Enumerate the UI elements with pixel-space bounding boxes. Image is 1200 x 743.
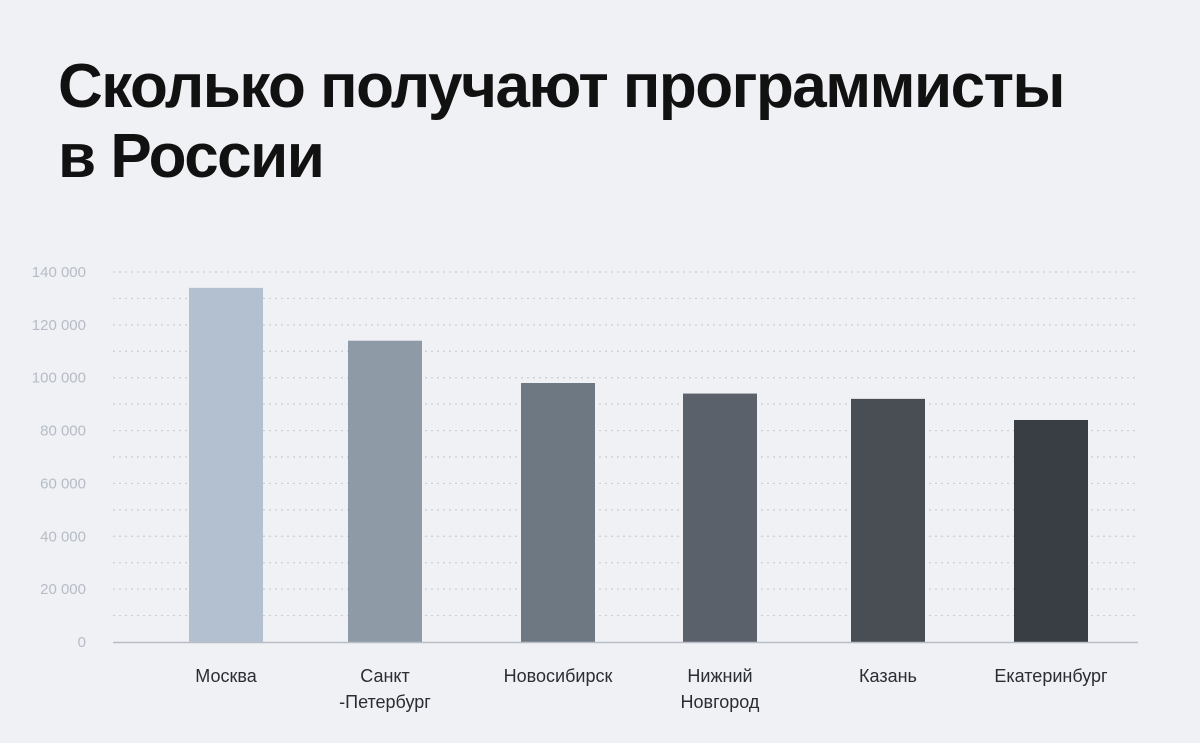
bar — [1014, 420, 1088, 642]
y-tick-label: 20 000 — [40, 581, 86, 598]
x-tick-label-line: -Петербург — [339, 692, 431, 712]
y-axis-ticks: 0 20 000 40 000 60 000 80 000 100 000 120 000 1… — [32, 264, 86, 651]
x-tick-label-line: Новгород — [681, 692, 760, 712]
y-tick-label: 60 000 — [40, 475, 86, 492]
grid-lines — [113, 271, 1138, 617]
y-tick-label: 100 000 — [32, 370, 86, 387]
bars — [189, 287, 1088, 642]
bar — [521, 383, 595, 642]
x-tick-label: Санкт -Петербург — [339, 666, 431, 712]
x-tick-label: Москва — [195, 666, 257, 686]
x-tick-label-line: Санкт — [360, 666, 409, 686]
x-tick-label-line: Казань — [859, 666, 917, 686]
y-tick-label: 40 000 — [40, 528, 86, 545]
x-tick-label: Новосибирск — [504, 666, 613, 686]
x-tick-label-line: Новосибирск — [504, 666, 613, 686]
bar — [683, 393, 757, 642]
x-tick-label: Нижний Новгород — [681, 666, 760, 712]
x-tick-label: Казань — [859, 666, 917, 686]
x-axis-ticks: Москва Санкт -Петербург Новосибирск Нижний Но… — [195, 666, 1108, 712]
bar — [851, 398, 925, 642]
chart-title-line-1: Сколько получают программисты — [58, 52, 1065, 121]
y-tick-label: 140 000 — [32, 264, 86, 281]
y-tick-label: 120 000 — [32, 317, 86, 334]
chart-title-line-2: в России — [58, 122, 325, 191]
x-tick-label-line: Москва — [195, 666, 257, 686]
y-tick-label: 0 — [78, 634, 86, 651]
bar — [348, 340, 422, 642]
y-tick-label: 80 000 — [40, 423, 86, 440]
bar — [189, 287, 263, 642]
x-tick-label: Екатеринбург — [994, 666, 1108, 686]
x-tick-label-line: Екатеринбург — [994, 666, 1108, 686]
x-tick-label-line: Нижний — [687, 666, 752, 686]
chart-title: Сколько получают программисты в России — [58, 52, 1138, 192]
